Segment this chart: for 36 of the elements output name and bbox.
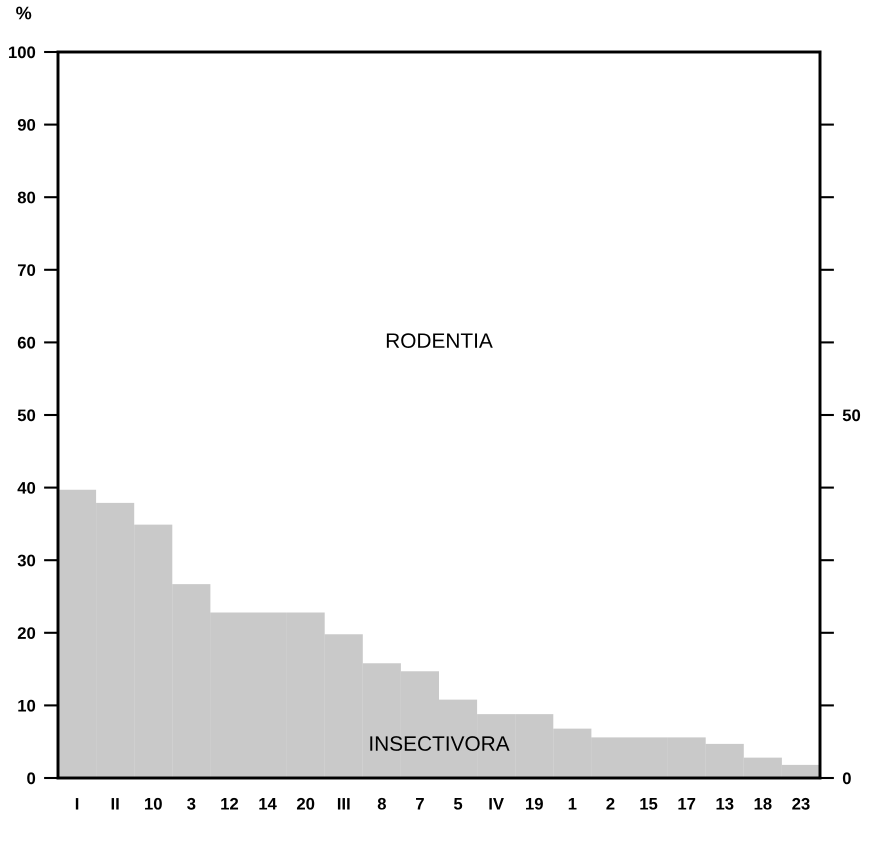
x-tick-label: 19	[526, 798, 543, 810]
annotation: RODENTIA	[386, 333, 493, 348]
x-tick-label: 7	[416, 798, 424, 810]
y2-tick-label: 50	[842, 409, 860, 422]
y-tick-label: 60	[18, 336, 36, 349]
x-tick-label: 13	[716, 798, 734, 810]
x-tick-label: III	[338, 798, 350, 810]
y-tick-label: 90	[18, 119, 36, 131]
x-tick-label: 8	[378, 798, 386, 810]
x-tick-label: 23	[792, 798, 810, 810]
x-tick-label: I	[76, 798, 78, 810]
y-tick-label: 10	[18, 700, 36, 712]
y-tick-label: 70	[18, 264, 36, 276]
x-tick-label: 12	[221, 798, 238, 810]
y-tick-label: 20	[18, 627, 36, 640]
x-tick-label: 18	[754, 798, 772, 810]
y-axis-title: %	[16, 6, 32, 20]
y-tick-label: 100	[9, 46, 36, 58]
x-tick-label: 10	[145, 798, 162, 810]
y-tick-label: 50	[18, 409, 36, 422]
x-tick-label: IV	[489, 798, 504, 810]
x-tick-label: 3	[187, 798, 196, 810]
x-tick-label: 5	[454, 798, 462, 810]
y-tick-label: 80	[18, 192, 36, 204]
x-tick-label: 17	[678, 798, 696, 810]
y-tick-label: 40	[17, 482, 36, 494]
y2-tick-label: 0	[842, 772, 851, 784]
x-tick-label: 14	[259, 798, 277, 810]
y-tick-label: 30	[18, 554, 36, 566]
x-tick-label: 2	[606, 798, 614, 810]
annotation: INSECTIVORA	[370, 736, 510, 751]
x-tick-label: 15	[640, 798, 658, 810]
y-tick-label: 0	[27, 772, 36, 784]
x-tick-label: 1	[568, 798, 577, 810]
x-tick-label: II	[112, 798, 119, 810]
x-tick-label: 20	[296, 798, 314, 810]
